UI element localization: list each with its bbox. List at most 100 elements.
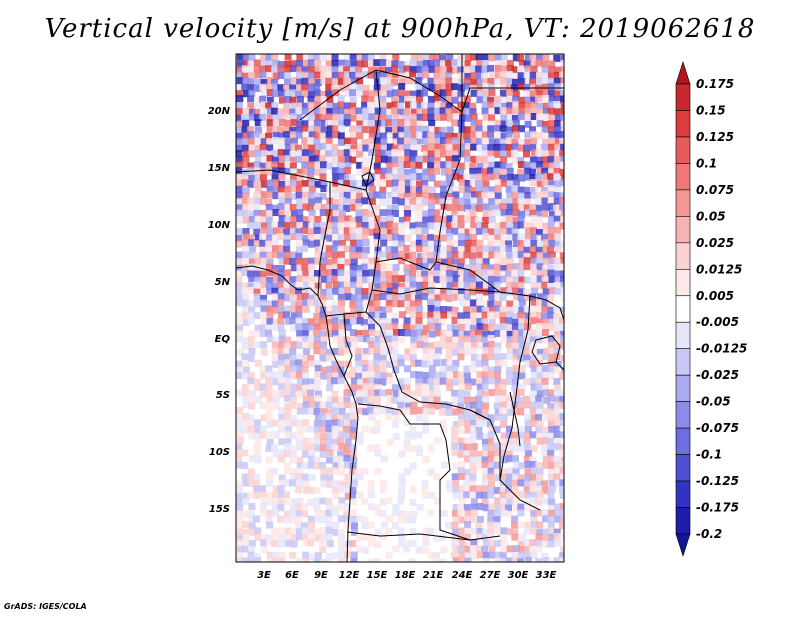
velocity-cell	[349, 102, 357, 110]
velocity-cell	[338, 192, 346, 200]
velocity-cell	[355, 360, 363, 368]
velocity-cell	[541, 540, 549, 548]
velocity-cell	[529, 90, 537, 98]
velocity-cell	[548, 432, 556, 440]
velocity-cell	[355, 330, 363, 338]
velocity-cell	[452, 396, 460, 404]
velocity-cell	[433, 557, 441, 562]
velocity-cell	[494, 95, 502, 103]
velocity-cell	[440, 161, 448, 169]
velocity-cell	[494, 510, 502, 518]
velocity-cell	[236, 551, 244, 559]
velocity-cell	[332, 402, 340, 410]
velocity-cell	[343, 318, 351, 326]
velocity-cell	[428, 198, 436, 206]
velocity-cell	[517, 156, 525, 164]
velocity-cell	[559, 131, 564, 139]
velocity-cell	[308, 125, 316, 133]
velocity-cell	[386, 215, 394, 223]
velocity-cell	[494, 125, 502, 133]
velocity-cell	[512, 407, 520, 415]
velocity-cell	[445, 270, 453, 278]
velocity-cell	[542, 120, 550, 128]
velocity-cell	[314, 515, 322, 523]
velocity-cell	[356, 114, 364, 122]
velocity-cell	[325, 330, 333, 338]
velocity-cell	[277, 203, 285, 211]
velocity-cell	[271, 204, 279, 212]
velocity-cell	[403, 390, 411, 398]
velocity-cell	[313, 132, 321, 140]
velocity-cell	[398, 114, 406, 122]
velocity-cell	[410, 119, 418, 127]
velocity-cell	[271, 269, 279, 277]
velocity-cell	[247, 162, 255, 170]
velocity-cell	[397, 60, 405, 68]
velocity-cell	[494, 378, 502, 386]
velocity-cell	[271, 221, 279, 229]
velocity-cell	[445, 354, 453, 362]
velocity-cell	[536, 468, 544, 476]
velocity-cell	[541, 305, 549, 313]
velocity-cell	[331, 216, 339, 224]
velocity-cell	[325, 318, 333, 326]
velocity-cell	[535, 414, 543, 422]
velocity-cell	[236, 426, 244, 434]
velocity-cell	[338, 227, 346, 235]
velocity-cell	[559, 395, 564, 403]
velocity-cell	[289, 150, 297, 158]
velocity-cell	[266, 521, 274, 529]
velocity-cell	[415, 161, 423, 169]
velocity-cell	[500, 221, 508, 229]
velocity-cell	[445, 288, 453, 296]
velocity-cell	[560, 108, 564, 116]
velocity-cell	[373, 204, 381, 212]
velocity-cell	[320, 185, 328, 193]
velocity-cell	[560, 444, 564, 452]
velocity-cell	[499, 203, 507, 211]
velocity-cell	[542, 204, 550, 212]
velocity-cell	[392, 125, 400, 133]
velocity-cell	[247, 300, 255, 308]
velocity-cell	[500, 234, 508, 242]
velocity-cell	[409, 275, 417, 283]
colorbar-level-label: 0.125	[696, 130, 734, 144]
velocity-cell	[416, 144, 424, 152]
velocity-cell	[481, 383, 489, 391]
velocity-cell	[350, 287, 358, 295]
velocity-cell	[308, 360, 316, 368]
velocity-cell	[290, 341, 298, 349]
velocity-cell	[367, 444, 375, 452]
velocity-cell	[487, 77, 495, 85]
velocity-cell	[458, 299, 466, 307]
velocity-cell	[308, 443, 316, 451]
velocity-cell	[476, 354, 484, 362]
velocity-cell	[530, 149, 538, 157]
velocity-cell	[542, 245, 550, 253]
velocity-cell	[343, 191, 351, 199]
velocity-cell	[296, 497, 304, 505]
velocity-cell	[362, 191, 370, 199]
velocity-cell	[404, 402, 412, 410]
velocity-cell	[295, 558, 303, 562]
velocity-cell	[481, 498, 489, 506]
velocity-cell	[524, 468, 532, 476]
velocity-cell	[415, 311, 423, 319]
velocity-cell	[374, 179, 382, 187]
velocity-cell	[320, 468, 328, 476]
velocity-cell	[517, 221, 525, 229]
velocity-cell	[296, 402, 304, 410]
velocity-cell	[416, 89, 424, 97]
velocity-cell	[553, 318, 561, 326]
velocity-cell	[493, 456, 501, 464]
velocity-cell	[289, 258, 297, 266]
velocity-cell	[524, 432, 532, 440]
velocity-cell	[236, 173, 243, 181]
velocity-cell	[445, 521, 453, 529]
velocity-cell	[356, 227, 364, 235]
velocity-cell	[415, 186, 423, 194]
velocity-cell	[506, 59, 514, 67]
velocity-cell	[289, 276, 297, 284]
velocity-cell	[542, 239, 550, 247]
velocity-cell	[548, 251, 556, 259]
